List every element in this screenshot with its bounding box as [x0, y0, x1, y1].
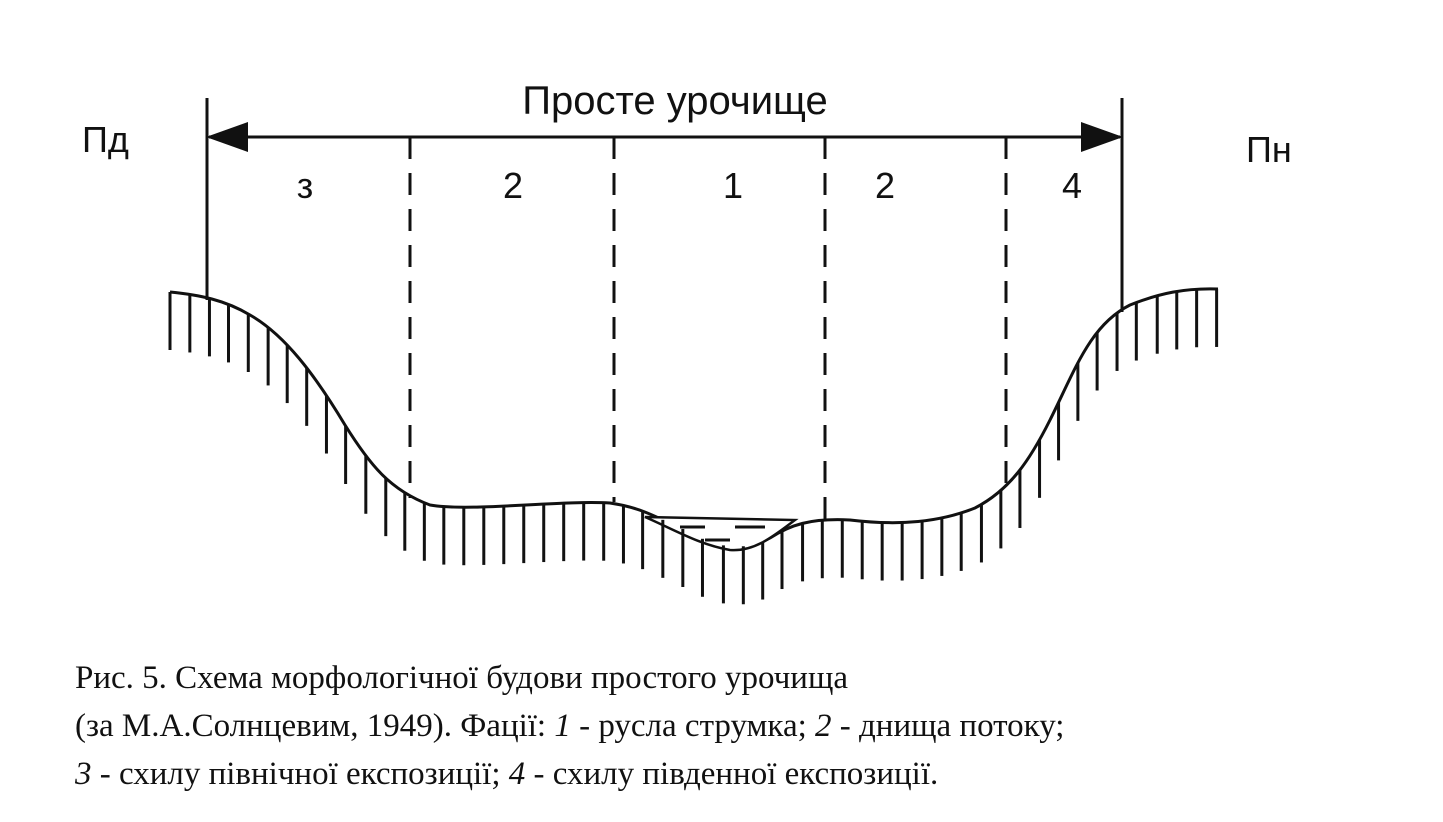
caption-line: Рис. 5. Схема морфологічної будови прост… [75, 660, 848, 697]
caption-line: 3 - схилу північної експозиції; 4 - схил… [75, 756, 938, 793]
facies-dividers [408, 137, 1008, 520]
facies-number: 4 [508, 756, 526, 792]
caption-source: (за М.А.Солнцевим, 1949). Фації: [75, 708, 547, 744]
facies-label: з [297, 165, 314, 206]
facies-number: 1 [554, 708, 571, 744]
facies-label: 2 [503, 165, 523, 206]
caption-line: (за М.А.Солнцевим, 1949). Фації: 1 - рус… [75, 708, 1064, 745]
stream [644, 515, 799, 552]
diagram: Просте урочище Пд Пн з 2 1 2 4 [82, 79, 1292, 605]
water-marks [680, 525, 765, 542]
facies-text: - схилу північної експозиції; [99, 756, 501, 792]
caption-title: Рис. 5. Схема морфологічної будови прост… [75, 660, 849, 696]
hatching [168, 288, 1219, 605]
left-label: Пд [82, 119, 129, 160]
facies-label: 1 [723, 165, 743, 206]
facies-text: - схилу південної експозиції. [533, 756, 939, 792]
facies-number: 2 [815, 708, 832, 744]
facies-number: 3 [75, 756, 92, 792]
facies-label: 4 [1062, 165, 1082, 206]
frame [205, 98, 1124, 312]
right-label: Пн [1246, 129, 1292, 170]
facies-label: 2 [875, 165, 895, 206]
facies-text: - днища потоку; [839, 708, 1065, 744]
diagram-title: Просте урочище [522, 79, 828, 123]
facies-text: - русла струмка; [579, 708, 807, 744]
